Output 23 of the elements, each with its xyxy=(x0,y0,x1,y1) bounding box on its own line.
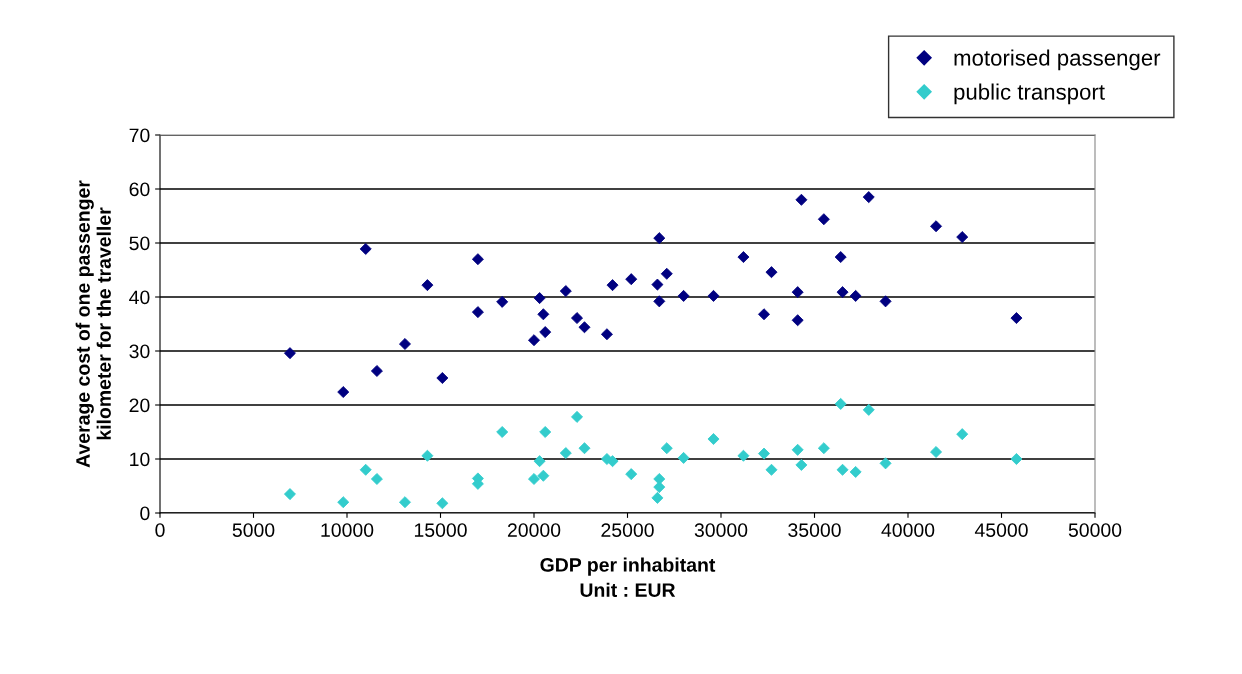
x-tick-label: 5000 xyxy=(232,523,275,537)
y-tick-label: 20 xyxy=(129,398,150,413)
y-tick-label: 0 xyxy=(140,506,150,521)
x-tick-label: 20000 xyxy=(507,523,561,537)
y-tick-label: 60 xyxy=(129,182,150,197)
x-axis-title: GDP per inhabitant Unit : EUR xyxy=(540,557,716,597)
y-tick-label: 30 xyxy=(129,344,150,359)
x-tick-label: 40000 xyxy=(881,523,935,537)
x-tick-label: 25000 xyxy=(601,523,654,537)
y-tick-label: 40 xyxy=(129,290,150,305)
y-tick-label: 70 xyxy=(129,128,150,143)
x-tick-label: 10000 xyxy=(321,523,374,537)
x-tick-label: 15000 xyxy=(414,523,467,537)
x-tick-label: 45000 xyxy=(974,523,1028,537)
x-tick-label: 0 xyxy=(155,523,165,537)
y-axis-title: Average cost of one passenger kilometer for the traveller xyxy=(75,180,111,468)
x-tick-label: 30000 xyxy=(694,523,748,537)
y-tick-label: 10 xyxy=(130,452,150,467)
legend-label: motorised passenger xyxy=(954,49,1161,71)
legend-label: public transport xyxy=(954,83,1105,105)
y-tick-label: 50 xyxy=(129,236,150,251)
x-tick-label: 35000 xyxy=(788,523,841,537)
x-tick-label: 50000 xyxy=(1068,523,1122,537)
